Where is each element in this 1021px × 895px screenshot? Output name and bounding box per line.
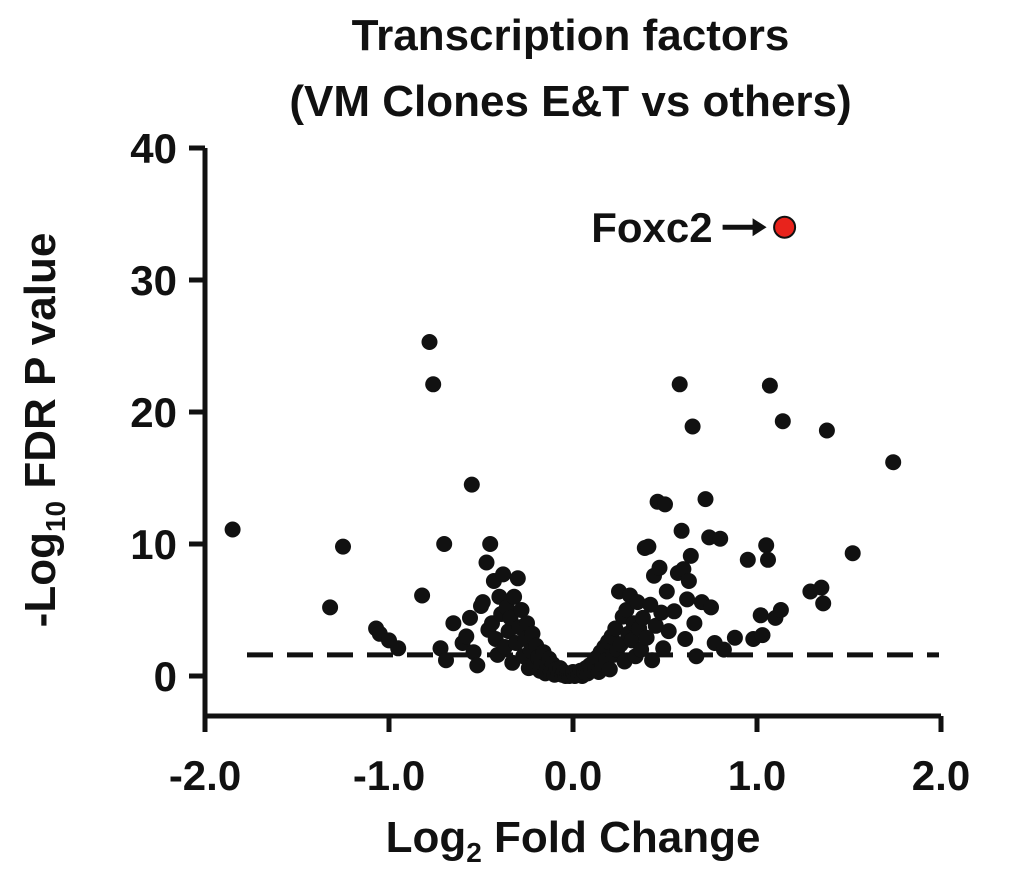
chart-subtitle: (VM Clones E&T vs others) <box>289 77 852 126</box>
data-point <box>726 629 743 646</box>
data-point <box>513 602 530 618</box>
x-tick-label: 0.0 <box>544 752 602 799</box>
data-points <box>224 334 902 684</box>
data-point <box>675 561 692 578</box>
data-point <box>774 413 791 430</box>
x-axis-title-rest: Fold Change <box>482 813 761 862</box>
data-point <box>677 631 694 647</box>
data-point <box>638 629 655 646</box>
data-point <box>752 607 769 624</box>
axes: 0 10 20 30 40 -2.0 -1.0 0.0 1.0 2.0 <box>130 125 970 799</box>
data-point <box>844 545 861 562</box>
data-point <box>224 521 241 538</box>
data-point <box>686 615 703 632</box>
data-point <box>644 652 661 669</box>
data-point <box>640 538 657 555</box>
data-point <box>629 594 646 611</box>
y-tick-label: 40 <box>130 125 177 172</box>
data-point <box>688 648 705 665</box>
data-point <box>657 496 673 513</box>
data-point <box>634 609 651 626</box>
data-point <box>425 376 442 393</box>
data-point <box>436 536 453 552</box>
data-point <box>684 418 701 435</box>
data-point <box>658 583 675 600</box>
data-point <box>607 620 624 637</box>
data-point <box>815 595 832 612</box>
data-point <box>414 587 431 604</box>
data-point <box>813 579 830 596</box>
x-tick-label: 1.0 <box>728 752 786 799</box>
data-point <box>671 376 688 393</box>
data-point <box>758 537 775 554</box>
x-tick-label: -1.0 <box>353 752 425 799</box>
data-point <box>712 530 729 547</box>
data-point <box>647 617 664 634</box>
data-point <box>673 522 690 539</box>
y-axis-title-subscript: 10 <box>40 501 71 532</box>
data-point <box>465 644 482 661</box>
data-point <box>463 476 480 493</box>
data-point <box>495 566 512 583</box>
data-point <box>703 599 719 616</box>
data-point <box>482 536 499 552</box>
x-axis-title: Log2 Fold Change <box>386 813 761 868</box>
data-point <box>335 538 351 555</box>
data-point <box>680 573 697 589</box>
data-point <box>754 627 771 644</box>
data-point <box>469 657 486 674</box>
data-point <box>509 570 526 587</box>
data-point <box>739 551 756 568</box>
y-tick-label: 10 <box>130 521 177 568</box>
x-axis-title-main: Log <box>386 813 467 862</box>
annotations: Foxc2 <box>591 204 797 251</box>
data-point <box>760 551 776 568</box>
data-point <box>653 604 670 621</box>
data-point <box>682 547 699 564</box>
y-axis-title-main: -Log <box>16 532 65 627</box>
data-point <box>715 641 732 658</box>
highlight-arrow-head <box>752 218 767 237</box>
data-point <box>697 491 714 508</box>
data-point <box>618 602 635 618</box>
data-point <box>651 559 668 576</box>
data-point <box>506 588 523 605</box>
highlight-label: Foxc2 <box>591 204 712 251</box>
x-tick-label: 2.0 <box>912 752 970 799</box>
data-point <box>474 594 491 611</box>
chart-title: Transcription factors <box>351 11 790 60</box>
data-point <box>772 602 789 618</box>
data-point <box>818 422 835 439</box>
data-point <box>458 628 475 645</box>
data-point <box>462 609 478 626</box>
data-point <box>660 623 677 640</box>
data-point <box>601 661 618 678</box>
y-tick-label: 30 <box>130 257 177 304</box>
data-point <box>679 591 696 608</box>
x-axis-title-subscript: 2 <box>466 837 482 868</box>
data-point <box>390 640 407 657</box>
data-point <box>633 641 650 658</box>
data-point <box>885 454 902 471</box>
data-point <box>445 615 462 632</box>
data-point <box>642 596 659 613</box>
y-axis-title-rest: FDR P value <box>16 233 65 501</box>
data-point <box>438 652 454 669</box>
y-tick-label: 0 <box>154 653 177 700</box>
x-tick-label: -2.0 <box>169 752 241 799</box>
data-point <box>432 640 449 657</box>
data-point <box>761 377 778 394</box>
y-axis-title: -Log10 FDR P value <box>16 233 71 628</box>
data-point <box>666 603 683 620</box>
highlight-point <box>773 215 797 239</box>
data-point <box>421 334 438 350</box>
data-point <box>478 554 495 571</box>
y-tick-label: 20 <box>130 389 177 436</box>
data-point <box>655 640 672 657</box>
data-point <box>322 599 339 616</box>
